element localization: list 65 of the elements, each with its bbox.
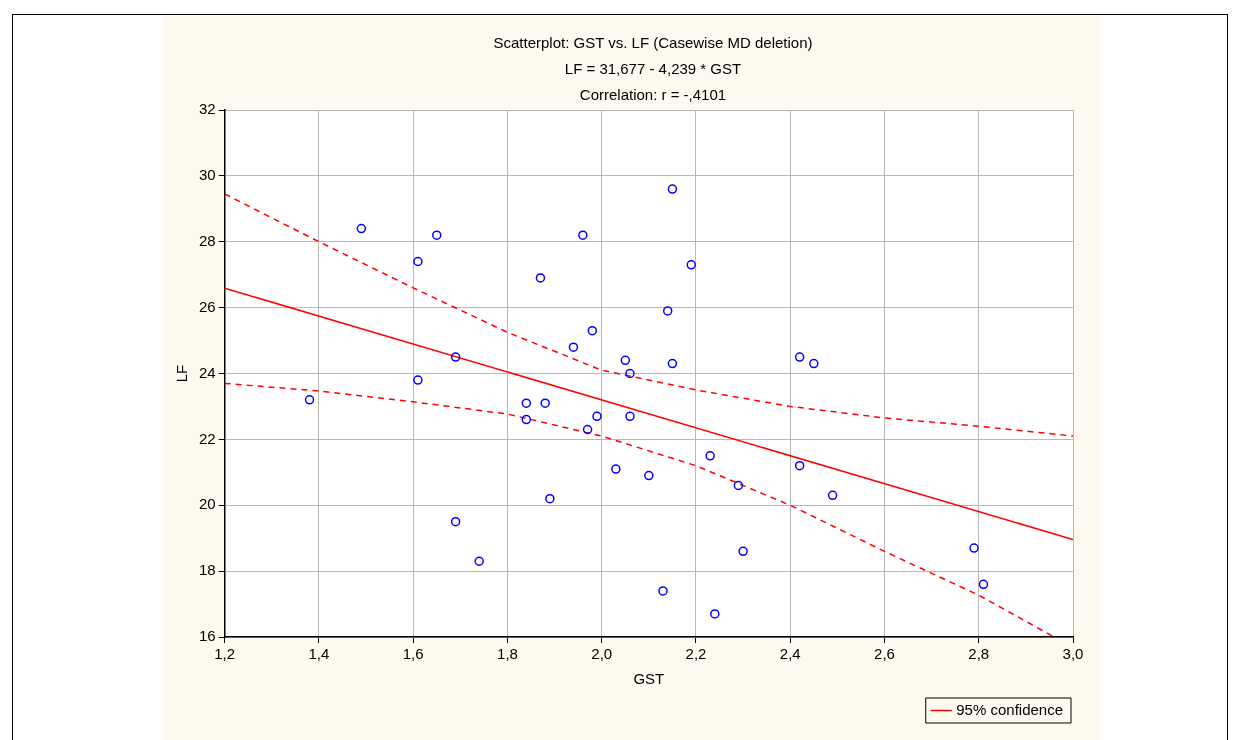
point — [521, 398, 532, 408]
point — [644, 470, 654, 481]
x-tick-label: 1,2 — [214, 645, 236, 663]
point — [413, 256, 423, 267]
y-axis-title: LF — [173, 364, 191, 383]
y-tick-label: 26 — [199, 297, 216, 315]
point — [809, 358, 819, 369]
line-series — [224, 193, 1073, 437]
point — [592, 411, 602, 422]
chart-title: Scatterplot: GST vs. LF (Casewise MD deletion) — [492, 34, 814, 51]
point — [474, 556, 484, 566]
point — [705, 451, 715, 461]
point — [620, 355, 631, 366]
point — [710, 609, 720, 619]
y-tick-label: 28 — [199, 231, 216, 249]
point — [450, 516, 461, 527]
point — [667, 358, 678, 369]
point — [587, 325, 598, 336]
point — [658, 586, 668, 596]
point — [568, 342, 579, 352]
point — [969, 543, 979, 553]
x-tick-label: 1,4 — [308, 645, 330, 663]
point — [625, 411, 635, 422]
point — [667, 184, 678, 194]
x-tick-label: 2,2 — [685, 645, 707, 663]
y-tick-label: 16 — [199, 627, 216, 645]
point — [356, 223, 367, 234]
point — [794, 352, 805, 362]
point — [540, 398, 550, 408]
point — [535, 273, 546, 283]
point — [686, 260, 697, 270]
x-tick-label: 2,8 — [968, 645, 990, 663]
point — [413, 375, 423, 385]
point — [625, 368, 635, 379]
x-tick-label: 3,0 — [1062, 645, 1084, 663]
y-tick-label: 20 — [199, 495, 216, 513]
point — [738, 546, 748, 557]
x-tick-label: 2,0 — [591, 645, 613, 663]
y-tick-label: 30 — [199, 166, 216, 184]
line-series — [224, 382, 1055, 637]
y-tick-label: 32 — [199, 100, 216, 118]
point — [978, 579, 989, 590]
x-axis-title: GST — [633, 670, 665, 688]
text: Correlation: r = -,4101 — [578, 86, 728, 103]
point — [521, 414, 532, 425]
y-tick-label: 22 — [199, 429, 216, 447]
chart-subtitle: LF = 31,677 - 4,239 * GST — [563, 60, 743, 77]
x-tick-label: 1,8 — [497, 645, 518, 663]
y-tick-label: 18 — [199, 561, 216, 579]
legend-label: 95% confidence — [956, 700, 1064, 718]
y-tick-label: 24 — [199, 363, 216, 381]
point — [611, 464, 621, 474]
point — [432, 230, 442, 240]
point — [578, 230, 588, 240]
point — [545, 493, 555, 504]
point — [827, 490, 838, 501]
point — [450, 352, 461, 362]
point — [794, 460, 805, 471]
x-tick-label: 1,6 — [402, 645, 424, 663]
point — [582, 424, 593, 435]
point — [733, 480, 744, 491]
point — [304, 395, 315, 405]
x-tick-label: 2,6 — [874, 645, 895, 663]
x-tick-label: 2,4 — [779, 645, 801, 663]
point — [662, 306, 673, 316]
